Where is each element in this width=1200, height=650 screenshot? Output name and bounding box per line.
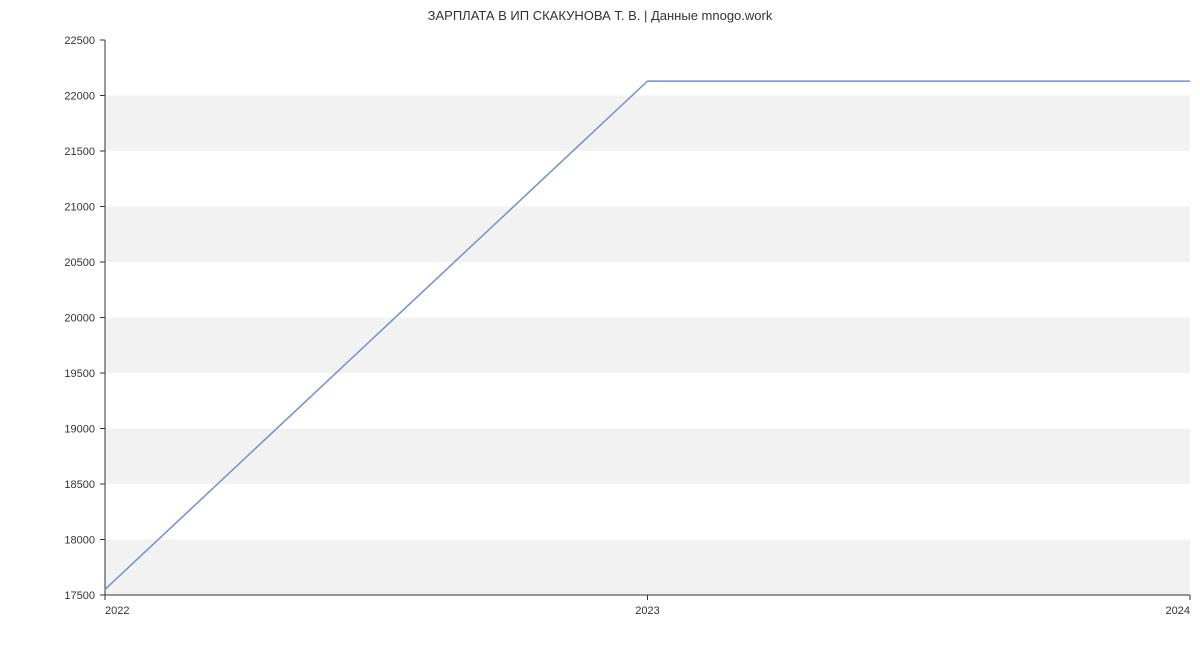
y-tick-label: 18500 <box>64 479 95 491</box>
y-tick-label: 20000 <box>64 313 95 325</box>
y-tick-label: 22000 <box>64 91 95 103</box>
x-tick-label: 2023 <box>635 605 659 617</box>
x-tick-label: 2024 <box>1166 605 1190 617</box>
chart-band <box>105 540 1190 596</box>
y-tick-label: 17500 <box>64 590 95 602</box>
salary-line-chart: ЗАРПЛАТА В ИП СКАКУНОВА Т. В. | Данные m… <box>0 0 1200 650</box>
y-tick-label: 22500 <box>64 35 95 47</box>
y-tick-label: 21500 <box>64 146 95 158</box>
y-tick-label: 21000 <box>64 202 95 214</box>
chart-svg: 17500 18000 18500 19000 19500 20000 20500 21000… <box>0 0 1200 650</box>
chart-title: ЗАРПЛАТА В ИП СКАКУНОВА Т. В. | Данные m… <box>0 8 1200 23</box>
chart-band <box>105 96 1190 152</box>
chart-band <box>105 484 1190 540</box>
y-tick-label: 18000 <box>64 535 95 547</box>
y-tick-label: 19000 <box>64 424 95 436</box>
y-tick-label: 19500 <box>64 368 95 380</box>
chart-band <box>105 207 1190 263</box>
chart-band <box>105 373 1190 429</box>
chart-band <box>105 40 1190 96</box>
y-tick-label: 20500 <box>64 257 95 269</box>
chart-band <box>105 262 1190 318</box>
x-tick-label: 2022 <box>105 605 129 617</box>
chart-band <box>105 318 1190 374</box>
chart-band <box>105 151 1190 207</box>
